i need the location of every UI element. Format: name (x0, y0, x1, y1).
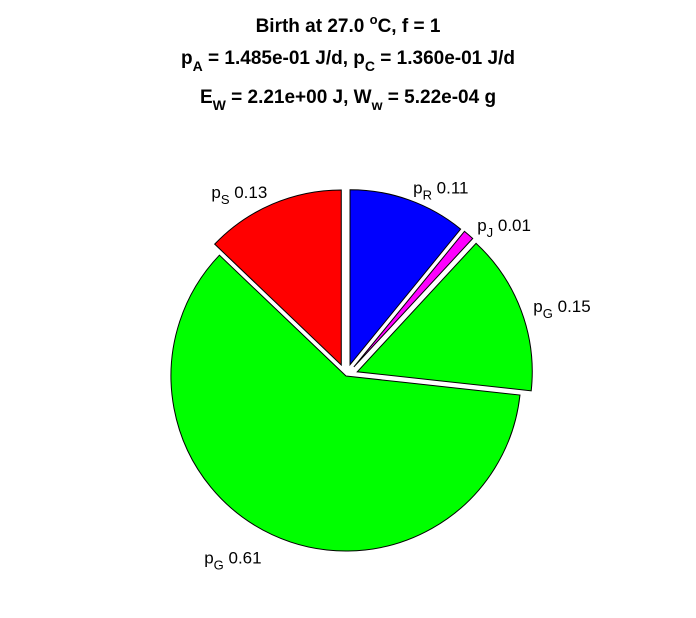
pie-slice-pS-4 (213, 189, 342, 367)
slice-label-pR-0: pR 0.11 (413, 179, 468, 203)
pie-slice-pG-2 (356, 242, 533, 392)
pie-slices (170, 189, 533, 552)
pie-slice-pJ-1 (353, 230, 474, 368)
title-line-3: EW = 2.21e+00 J, Ww = 5.22e-04 g (200, 87, 496, 113)
slice-label-pG-2: pG 0.15 (533, 297, 590, 321)
title-line-1: Birth at 27.0 oC, f = 1 (256, 12, 441, 37)
slice-label-pG-3: pG 0.61 (204, 548, 261, 572)
chart-title: Birth at 27.0 oC, f = 1 pA = 1.485e-01 J… (181, 12, 515, 113)
slice-label-pJ-1: pJ 0.01 (477, 216, 531, 240)
pie-slice-pG-3 (170, 254, 521, 552)
title-line-2: pA = 1.485e-01 J/d, pC = 1.360e-01 J/d (181, 48, 515, 74)
slice-label-pS-4: pS 0.13 (211, 183, 267, 207)
pie-labels: pR 0.11 pJ 0.01 pG 0.15 pG 0.61 pS 0.13 (204, 179, 591, 573)
pie-slice-pR-0 (349, 189, 462, 367)
